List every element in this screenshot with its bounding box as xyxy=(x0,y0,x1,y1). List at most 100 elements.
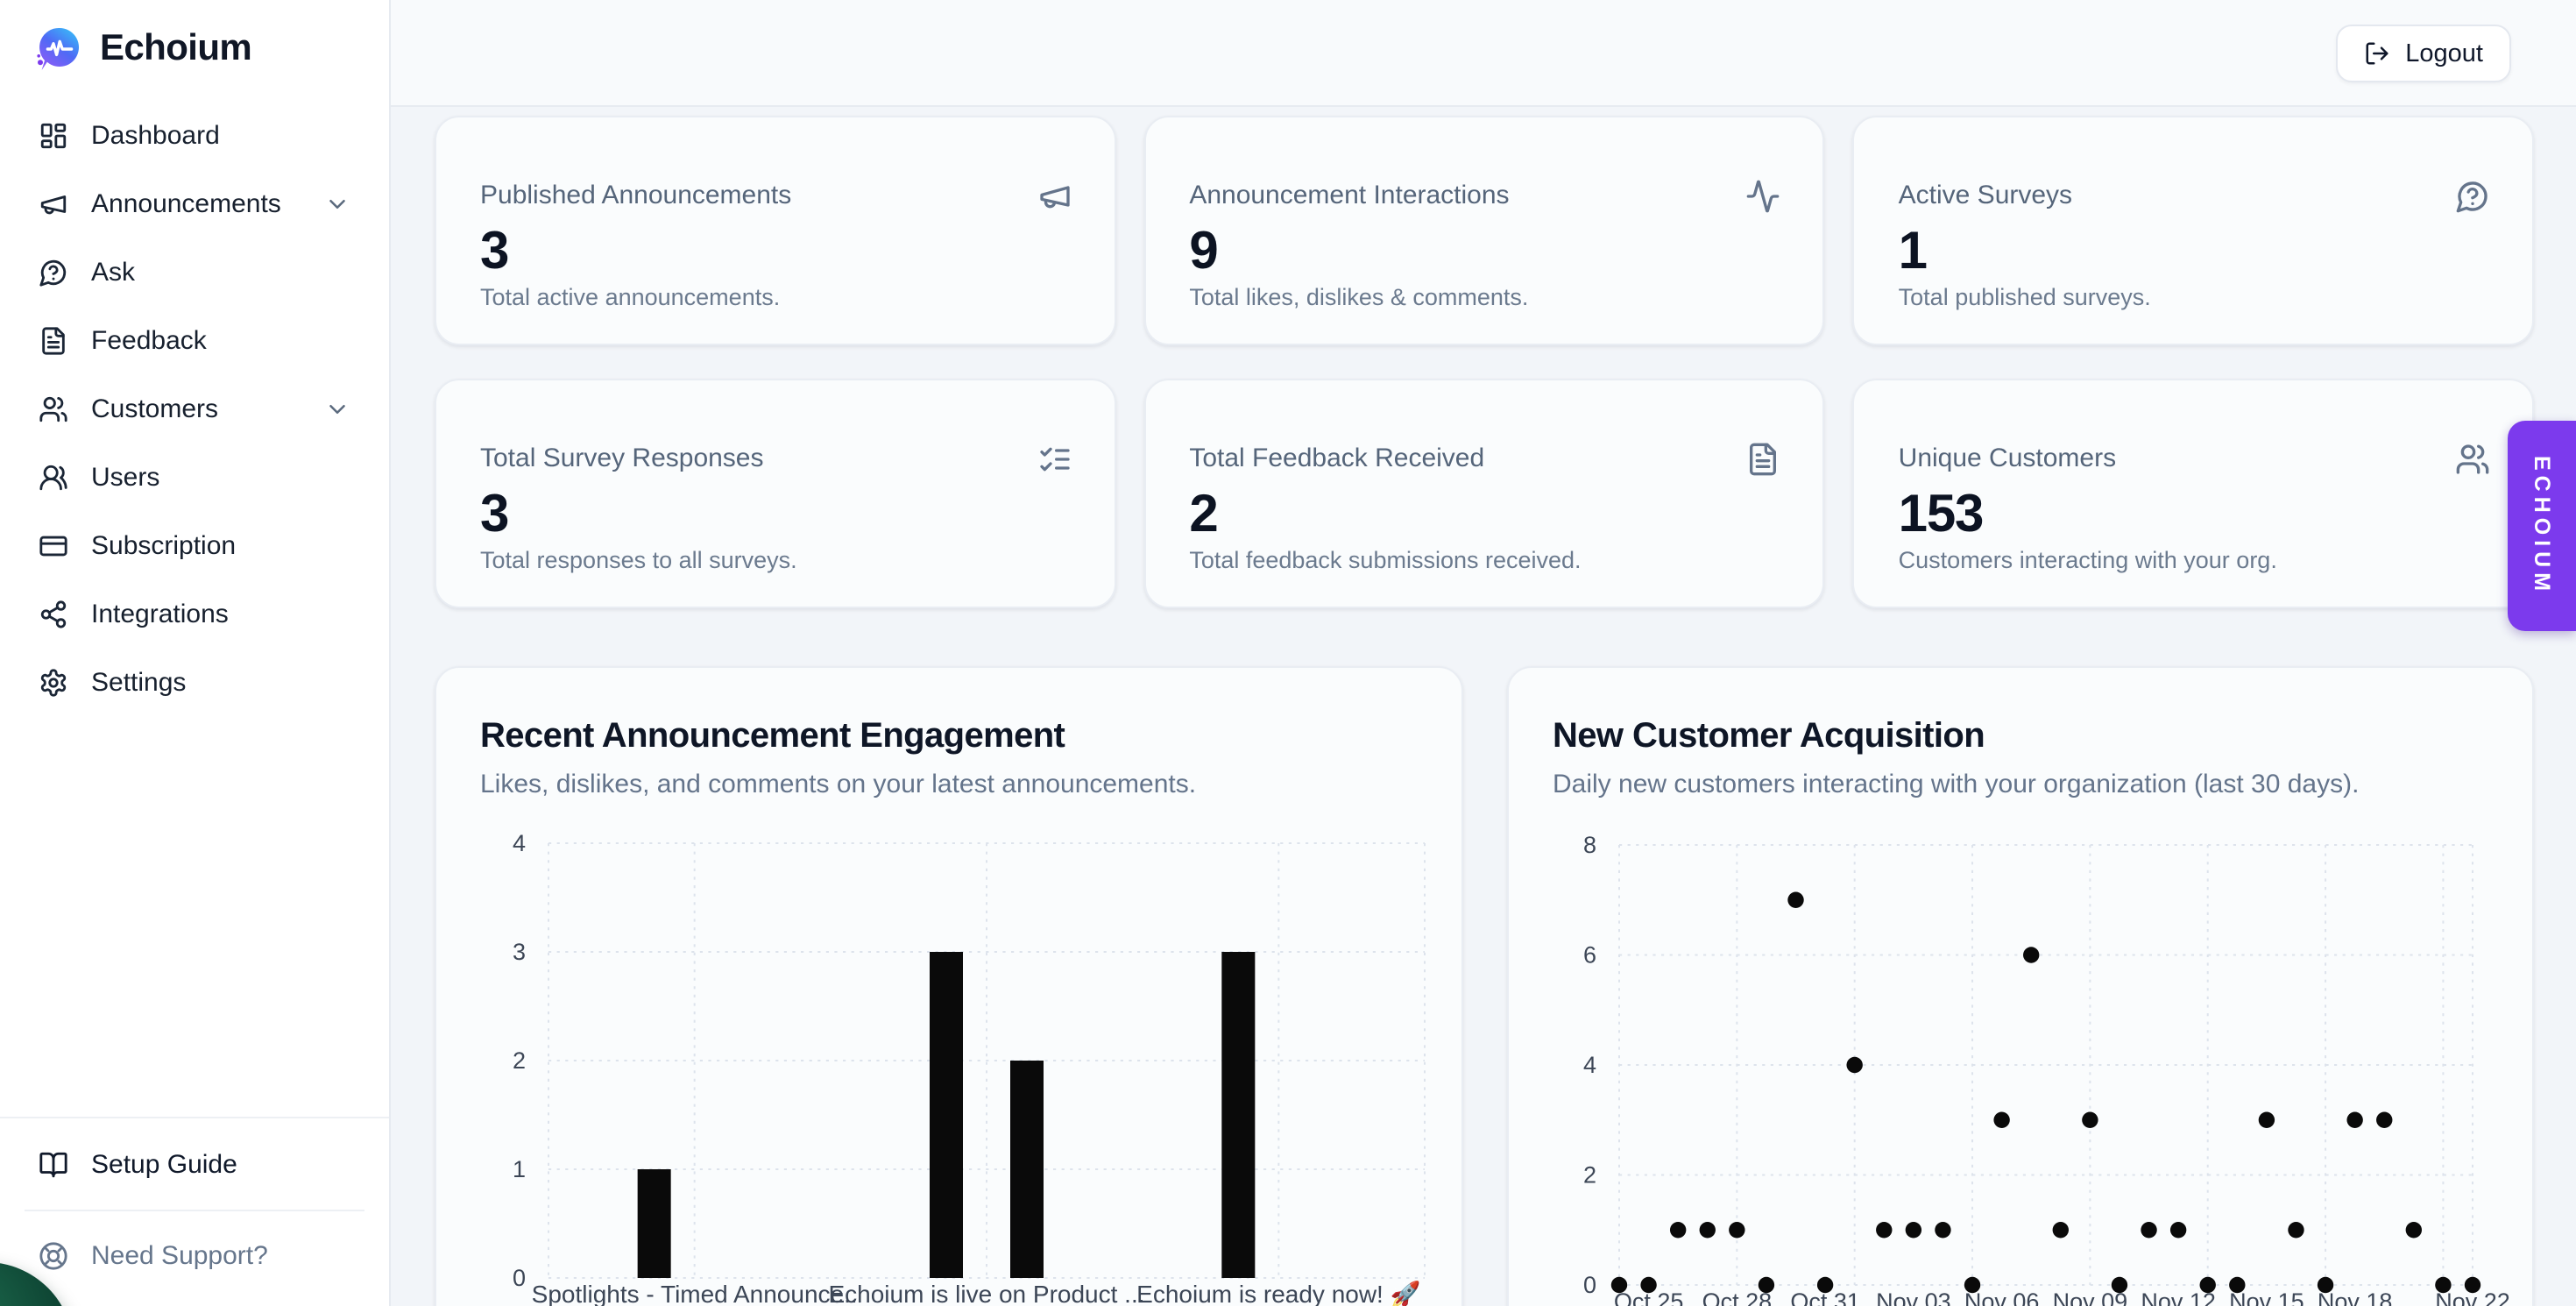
sidebar-item-settings[interactable]: Settings xyxy=(21,656,368,710)
scatter-point-oct-25 xyxy=(1640,1276,1657,1294)
scatter-point-nov-07 xyxy=(2023,947,2040,963)
svg-text:1: 1 xyxy=(513,1156,526,1182)
echoium-side-tab[interactable]: ECHOIUM xyxy=(2508,421,2576,631)
sidebar-footer-setup-guide[interactable]: Setup Guide xyxy=(21,1136,368,1194)
bar-likes-1 xyxy=(930,952,963,1278)
scatter-point-nov-19 xyxy=(2376,1111,2393,1128)
svg-text:Nov 03: Nov 03 xyxy=(1876,1288,1951,1306)
stat-value: 9 xyxy=(1189,223,1218,280)
svg-text:4: 4 xyxy=(1583,1052,1596,1078)
list-checks-icon xyxy=(1037,442,1072,477)
sidebar-item-label: Customers xyxy=(91,394,219,424)
life-buoy-icon xyxy=(39,1241,68,1271)
acquisition-chart-title: New Customer Acquisition xyxy=(1553,717,1985,756)
megaphone-icon xyxy=(39,189,68,219)
scatter-point-nov-20 xyxy=(2405,1222,2423,1239)
sidebar-item-dashboard[interactable]: Dashboard xyxy=(21,109,368,163)
scatter-point-oct-28 xyxy=(1729,1222,1745,1239)
logout-icon xyxy=(2363,40,2389,67)
svg-text:8: 8 xyxy=(1583,832,1596,858)
acquisition-chart-subtitle: Daily new customers interacting with you… xyxy=(1553,770,2360,799)
sidebar-footer-label: Need Support? xyxy=(91,1241,268,1271)
side-tab-label: ECHOIUM xyxy=(2530,455,2554,597)
scatter-point-nov-06 xyxy=(1993,1111,2010,1128)
activity-icon xyxy=(1746,179,1781,214)
stats-grid: Published Announcements 3 Total active ann… xyxy=(435,116,2534,608)
sidebar-item-feedback[interactable]: Feedback xyxy=(21,314,368,368)
scatter-point-nov-22 xyxy=(2464,1276,2481,1294)
svg-text:Nov 12: Nov 12 xyxy=(2141,1288,2216,1306)
scatter-point-nov-12 xyxy=(2169,1222,2187,1239)
svg-text:6: 6 xyxy=(1583,942,1596,969)
users-icon xyxy=(39,394,68,424)
sidebar: Echoium Dashboard Announcements Ask Feedbac… xyxy=(0,0,391,1306)
stat-card-unique-customers: Unique Customers 153 Customers interacting… xyxy=(1852,379,2534,608)
chat-question-icon xyxy=(39,258,68,287)
sidebar-item-label: Subscription xyxy=(91,531,237,561)
share-icon xyxy=(39,600,68,629)
sidebar-footer-label: Setup Guide xyxy=(91,1150,237,1180)
sidebar-item-integrations[interactable]: Integrations xyxy=(21,587,368,642)
scatter-point-oct-26 xyxy=(1669,1222,1687,1239)
stat-card-active-surveys: Active Surveys 1 Total published surveys. xyxy=(1852,116,2534,345)
stat-card-total-survey-responses: Total Survey Responses 3 Total responses t… xyxy=(435,379,1116,608)
scatter-point-nov-15 xyxy=(2258,1111,2275,1128)
scatter-chart: 0 2 4 6 8 Oct 25 Oct 28 Oct 31 Nov 03 Nov 06 Nov 0… xyxy=(1583,832,2510,1306)
scatter-point-oct-30 xyxy=(1787,891,1804,908)
sidebar-item-label: Integrations xyxy=(91,600,229,629)
logout-button[interactable]: Logout xyxy=(2335,25,2511,82)
scatter-point-nov-03 xyxy=(1905,1222,1922,1239)
svg-text:2: 2 xyxy=(1583,1162,1596,1189)
sidebar-nav: Dashboard Announcements Ask Feedback Custome… xyxy=(0,109,389,710)
sidebar-item-customers[interactable]: Customers xyxy=(21,382,368,437)
sidebar-footer-need-support[interactable]: Need Support? xyxy=(21,1227,368,1285)
sidebar-item-label: Dashboard xyxy=(91,121,220,151)
scatter-point-oct-27 xyxy=(1699,1222,1716,1239)
sidebar-item-label: Settings xyxy=(91,668,187,698)
scatter-point-nov-04 xyxy=(1935,1222,1951,1239)
file-text-icon xyxy=(1746,442,1781,477)
scatter-point-nov-02 xyxy=(1876,1222,1893,1239)
sidebar-item-users[interactable]: Users xyxy=(21,451,368,505)
svg-text:Echoium is live on Product ...: Echoium is live on Product ... xyxy=(828,1281,1144,1306)
stat-desc: Total responses to all surveys. xyxy=(480,547,797,573)
dashboard-icon xyxy=(39,121,68,151)
sidebar-item-label: Ask xyxy=(91,258,136,287)
svg-text:0: 0 xyxy=(513,1265,526,1291)
scatter-point-oct-29 xyxy=(1758,1276,1775,1294)
engagement-chart-card: Recent Announcement Engagement Likes, di… xyxy=(435,666,1463,1306)
scatter-point-nov-13 xyxy=(2199,1276,2216,1294)
svg-text:Oct 31: Oct 31 xyxy=(1790,1288,1860,1306)
sidebar-item-ask[interactable]: Ask xyxy=(21,245,368,300)
book-open-icon xyxy=(39,1150,68,1180)
stat-title: Announcement Interactions xyxy=(1189,181,1510,210)
scatter-point-oct-24 xyxy=(1610,1276,1628,1294)
svg-text:Echoium is ready now! 🚀: Echoium is ready now! 🚀 xyxy=(1136,1280,1420,1306)
scatter-point-nov-01 xyxy=(1846,1056,1863,1074)
scatter-point-oct-31 xyxy=(1816,1276,1834,1294)
stat-title: Active Surveys xyxy=(1898,181,2073,210)
stat-desc: Total active announcements. xyxy=(480,284,781,310)
scatter-point-nov-08 xyxy=(2052,1222,2069,1239)
sidebar-item-subscription[interactable]: Subscription xyxy=(21,519,368,573)
sidebar-item-announcements[interactable]: Announcements xyxy=(21,177,368,231)
stat-card-announcement-interactions: Announcement Interactions 9 Total likes, d… xyxy=(1143,116,1825,345)
settings-icon xyxy=(39,668,68,698)
sidebar-item-label: Users xyxy=(91,463,160,493)
scatter-point-nov-17 xyxy=(2317,1276,2334,1294)
users-round-icon xyxy=(39,463,68,493)
sidebar-item-label: Feedback xyxy=(91,326,207,356)
sidebar-footer: Setup Guide Need Support? xyxy=(0,1117,389,1306)
scatter-point-nov-11 xyxy=(2141,1222,2157,1239)
scatter-point-nov-18 xyxy=(2346,1111,2363,1128)
stat-title: Total Survey Responses xyxy=(480,444,764,473)
svg-text:Nov 09: Nov 09 xyxy=(2053,1288,2128,1306)
bar-likes-0 xyxy=(637,1169,671,1278)
chat-question-icon xyxy=(2455,179,2490,214)
scatter-point-nov-09 xyxy=(2082,1111,2098,1128)
sidebar-footer-divider xyxy=(25,1210,364,1211)
chevron-down-icon xyxy=(324,191,350,217)
stat-value: 153 xyxy=(1898,486,1985,543)
